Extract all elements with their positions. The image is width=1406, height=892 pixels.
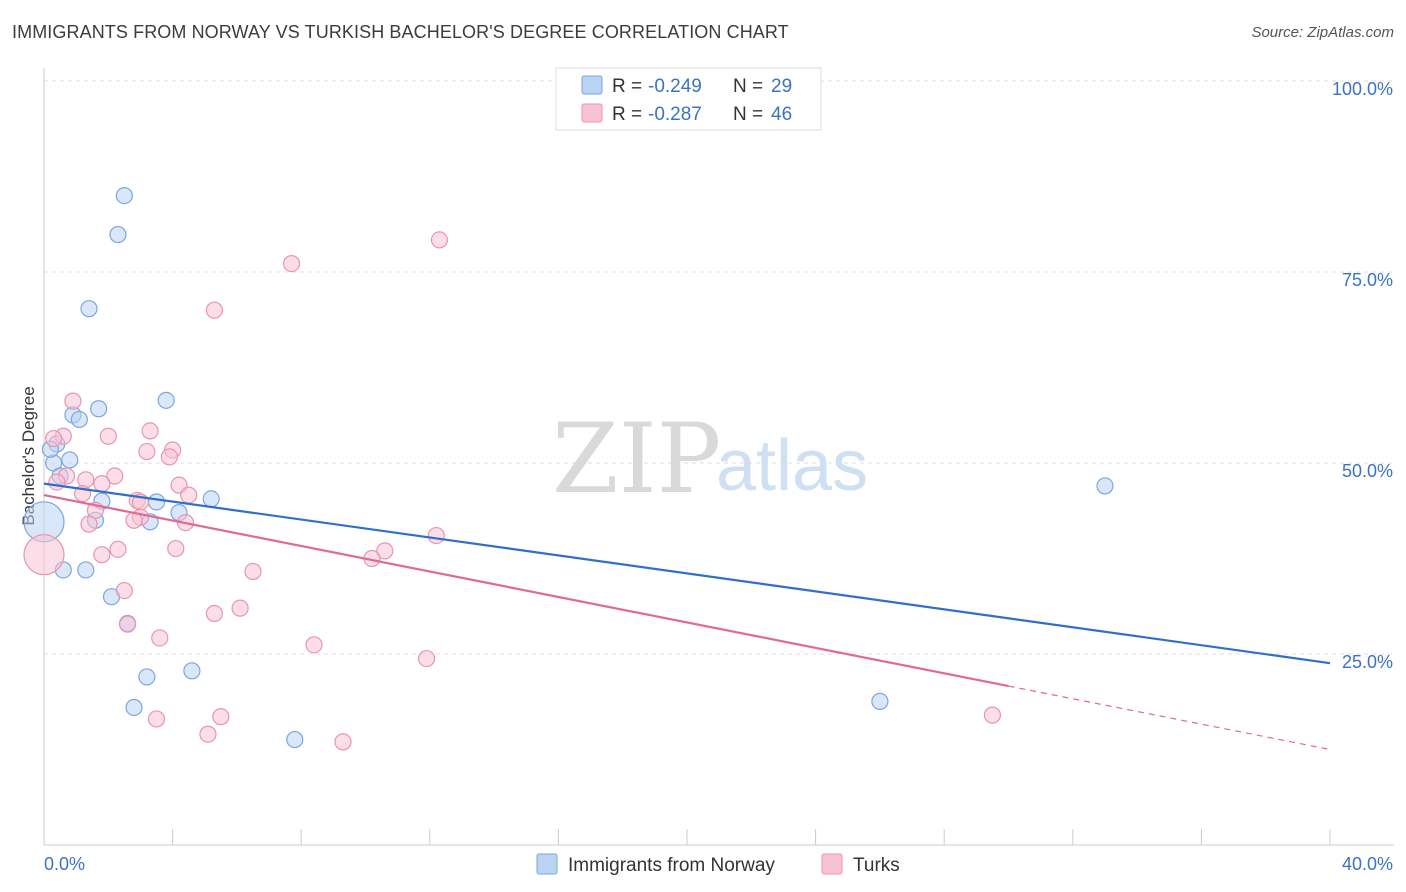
legend-bottom-swatch-norway xyxy=(536,853,558,875)
turks-point xyxy=(212,708,230,726)
y-tick-label-25: 25.0% xyxy=(1342,652,1393,672)
trend-lines xyxy=(43,482,1331,751)
norway-point xyxy=(138,668,156,686)
turks-point xyxy=(64,392,82,410)
turks-point xyxy=(109,540,127,558)
turks-point xyxy=(93,546,111,564)
norway-point xyxy=(157,391,175,409)
legend-bottom-label-turks: Turks xyxy=(853,855,900,876)
legend-r-value-turks: -0.287 xyxy=(648,104,702,125)
turks-point xyxy=(99,427,117,445)
norway-point xyxy=(77,561,95,579)
turks-point xyxy=(138,442,156,461)
turks-point xyxy=(45,429,63,448)
turks-point xyxy=(106,467,124,485)
turks-point xyxy=(244,562,262,581)
legend-top: R = -0.249 N = 29 R = -0.287 N = 46 xyxy=(555,67,822,131)
x-tick-label-min: 0.0% xyxy=(44,854,85,874)
turks-point xyxy=(115,581,133,600)
norway-point xyxy=(202,490,220,508)
turks-point xyxy=(983,706,1002,724)
norway-point xyxy=(183,662,201,680)
norway-point xyxy=(147,493,166,511)
watermark-zip: ZIP xyxy=(552,403,721,515)
legend-r-value-norway: -0.249 xyxy=(648,76,702,97)
turks-point xyxy=(205,604,223,623)
norway-point xyxy=(61,451,79,469)
norway-point xyxy=(90,400,108,418)
legend-n-value-turks: 46 xyxy=(771,104,792,125)
turks-point xyxy=(231,599,249,617)
turks-point xyxy=(334,733,352,751)
trend-line-turks-extension xyxy=(1008,685,1331,751)
norway-point xyxy=(871,692,889,710)
y-axis-title: Bachelor's Degree xyxy=(19,386,38,525)
turks-point xyxy=(151,629,169,647)
legend-swatch-norway xyxy=(581,75,603,95)
turks-point xyxy=(427,526,445,545)
trend-line-norway xyxy=(43,482,1331,665)
watermark-atlas: atlas xyxy=(716,426,868,506)
turks-point xyxy=(199,725,217,743)
x-tick-labels: 0.0% 40.0% xyxy=(44,854,1393,874)
turks-point xyxy=(205,301,223,319)
turks-point xyxy=(118,615,137,633)
chart-title: IMMIGRANTS FROM NORWAY VS TURKISH BACHEL… xyxy=(12,22,789,42)
turks-point xyxy=(80,515,98,533)
norway-point xyxy=(70,410,88,429)
norway-point xyxy=(286,730,304,749)
watermark: ZIP atlas xyxy=(552,403,868,515)
turks-point xyxy=(23,534,65,576)
legend-r-label-turks: R = xyxy=(612,104,642,125)
axes xyxy=(43,68,1394,846)
legend-swatch-turks xyxy=(581,103,603,123)
legend-n-value-norway: 29 xyxy=(771,76,792,97)
legend-bottom: Immigrants from Norway Turks xyxy=(536,853,900,876)
turks-point xyxy=(48,473,66,491)
y-tick-label-50: 50.0% xyxy=(1342,461,1393,481)
turks-point xyxy=(147,710,166,728)
legend-bottom-label-norway: Immigrants from Norway xyxy=(568,855,775,876)
y-tick-label-75: 75.0% xyxy=(1342,270,1393,290)
turks-point xyxy=(141,422,159,440)
y-tick-labels: 25.0% 50.0% 75.0% 100.0% xyxy=(1332,79,1393,672)
norway-point xyxy=(109,225,127,244)
source-label: Source: ZipAtlas.com xyxy=(1251,24,1394,41)
y-tick-label-100: 100.0% xyxy=(1332,79,1393,99)
turks-point xyxy=(160,448,178,466)
norway-point xyxy=(125,698,143,717)
legend-bottom-swatch-turks xyxy=(821,853,843,875)
turks-point xyxy=(417,649,436,668)
turks-point xyxy=(93,475,111,493)
legend-n-label-turks: N = xyxy=(733,104,763,125)
turks-point xyxy=(305,636,323,654)
turks-point xyxy=(376,542,394,560)
turks-point xyxy=(282,254,301,273)
legend-r-label-norway: R = xyxy=(612,76,642,97)
norway-point xyxy=(1096,477,1114,495)
legend-n-label-norway: N = xyxy=(733,76,763,97)
turks-point xyxy=(167,539,185,558)
norway-point xyxy=(115,187,133,205)
x-tick-label-max: 40.0% xyxy=(1342,854,1393,874)
trend-line-turks xyxy=(43,494,1009,688)
turks-point xyxy=(430,231,449,249)
series-turks-points xyxy=(23,231,1002,751)
norway-point xyxy=(80,300,98,318)
turks-point xyxy=(180,486,198,504)
